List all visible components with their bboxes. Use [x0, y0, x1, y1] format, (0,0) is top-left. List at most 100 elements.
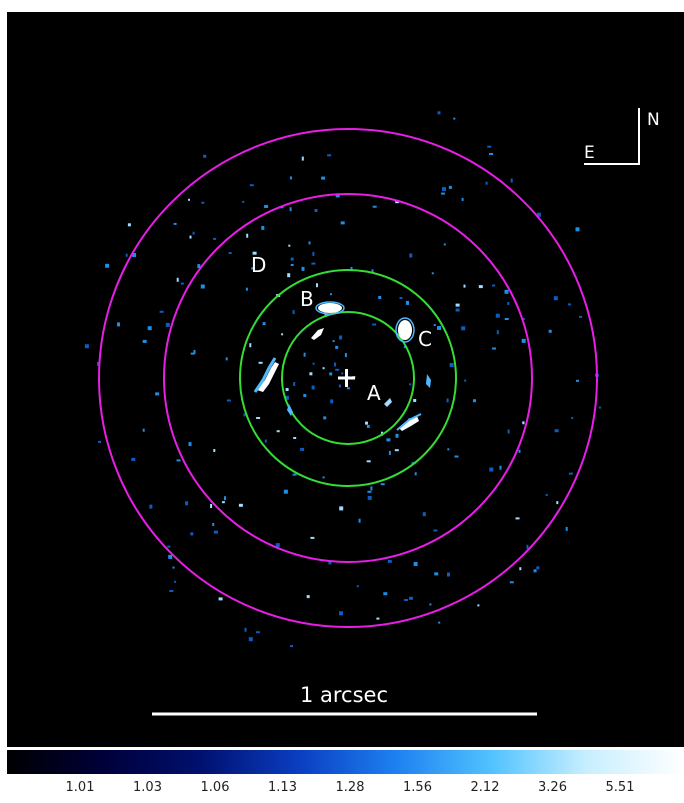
noise-pixel: [303, 352, 306, 357]
noise-pixel: [224, 496, 226, 501]
noise-pixel: [365, 421, 368, 425]
noise-pixel: [264, 205, 269, 208]
noise-pixel: [441, 192, 445, 195]
noise-pixel: [367, 490, 372, 493]
noise-pixel: [598, 406, 601, 409]
noise-pixel: [461, 197, 464, 201]
noise-pixel: [312, 362, 315, 365]
sky-image: A B C D N E 1 arcsec: [7, 12, 684, 747]
noise-pixel: [243, 413, 246, 417]
noise-pixel: [142, 428, 145, 432]
noise-pixel: [261, 225, 265, 230]
noise-pixel: [367, 495, 372, 500]
noise-pixel: [249, 343, 252, 348]
noise-pixel: [455, 308, 460, 312]
noise-pixel: [221, 501, 225, 504]
noise-pixel: [149, 504, 153, 509]
noise-pixel: [442, 187, 446, 192]
noise-pixel: [455, 303, 460, 307]
noise-pixel: [356, 585, 359, 588]
noise-pixel: [406, 300, 409, 305]
noise-pixel: [429, 603, 432, 606]
noise-pixel: [571, 417, 574, 419]
noise-pixel: [376, 617, 380, 620]
noise-pixel: [275, 543, 280, 548]
noise-pixel: [372, 205, 377, 208]
noise-pixel: [422, 512, 426, 517]
noise-pixel: [256, 631, 260, 634]
noise-pixel: [289, 207, 292, 212]
noise-pixel: [301, 156, 304, 161]
noise-pixel: [248, 637, 253, 642]
noise-pixel: [521, 338, 526, 343]
compass-north-label: N: [647, 110, 660, 130]
noise-pixel: [464, 379, 467, 382]
noise-pixel: [394, 449, 399, 452]
noise-pixel: [579, 315, 583, 318]
noise-pixel: [165, 322, 170, 327]
noise-pixel: [431, 272, 434, 275]
noise-pixel: [225, 357, 228, 361]
noise-pixel: [330, 293, 332, 296]
noise-pixel: [246, 233, 249, 238]
noise-pixel: [332, 340, 335, 343]
noise-pixel: [131, 457, 136, 461]
noise-pixel: [433, 324, 436, 326]
noise-pixel: [339, 506, 344, 511]
noise-pixel: [192, 231, 195, 235]
noise-pixel: [306, 595, 310, 599]
arc-south-east: [399, 416, 419, 431]
noise-pixel: [249, 184, 254, 187]
noise-pixel: [473, 399, 476, 403]
noise-pixel: [404, 599, 408, 601]
noise-pixel: [197, 264, 201, 269]
noise-pixel: [312, 251, 315, 256]
noise-pixel: [262, 322, 266, 326]
noise-pixel: [371, 269, 374, 274]
noise-pixel: [256, 417, 261, 419]
noise-pixel: [147, 326, 152, 331]
noise-pixel: [169, 590, 174, 592]
noise-pixel: [504, 289, 509, 294]
noise-pixel: [213, 449, 216, 452]
noise-pixel: [553, 296, 558, 301]
noise-pixel: [463, 284, 466, 288]
noise-pixel: [533, 569, 537, 573]
noise-pixel: [339, 611, 343, 616]
noise-pixel: [388, 450, 391, 455]
noise-pixel: [173, 222, 177, 225]
noise-pixel: [395, 433, 399, 438]
noise-pixel: [492, 284, 496, 287]
noise-pixel: [167, 545, 171, 548]
noise-pixel: [210, 504, 213, 508]
noise-pixel: [292, 310, 295, 315]
noise-pixel: [276, 430, 280, 433]
noise-pixel: [174, 580, 177, 583]
noise-pixel: [287, 273, 291, 278]
noise-pixel: [105, 263, 110, 268]
noise-pixel: [308, 241, 311, 245]
noise-pixel: [509, 581, 514, 584]
noise-pixel: [518, 449, 521, 453]
noise-pixel: [485, 181, 488, 185]
noise-pixel: [507, 302, 510, 305]
noise-pixel: [341, 372, 344, 375]
inner-annulus-inner-ring: [281, 311, 415, 445]
noise-pixel: [413, 399, 417, 402]
noise-pixel: [300, 447, 305, 451]
noise-pixel: [515, 517, 520, 520]
noise-pixel: [290, 257, 294, 261]
noise-pixel: [519, 567, 522, 571]
noise-pixel: [190, 532, 194, 536]
noise-pixel: [329, 372, 333, 376]
noise-pixel: [504, 318, 509, 320]
noise-pixel: [447, 448, 450, 451]
noise-pixel: [409, 253, 413, 258]
compass: N E: [584, 108, 660, 165]
label-b: B: [300, 287, 314, 311]
noise-pixel: [409, 383, 412, 386]
noise-pixel: [311, 262, 316, 265]
noise-pixel: [536, 566, 540, 570]
knot-east: [426, 374, 431, 388]
noise-pixel: [281, 333, 284, 336]
